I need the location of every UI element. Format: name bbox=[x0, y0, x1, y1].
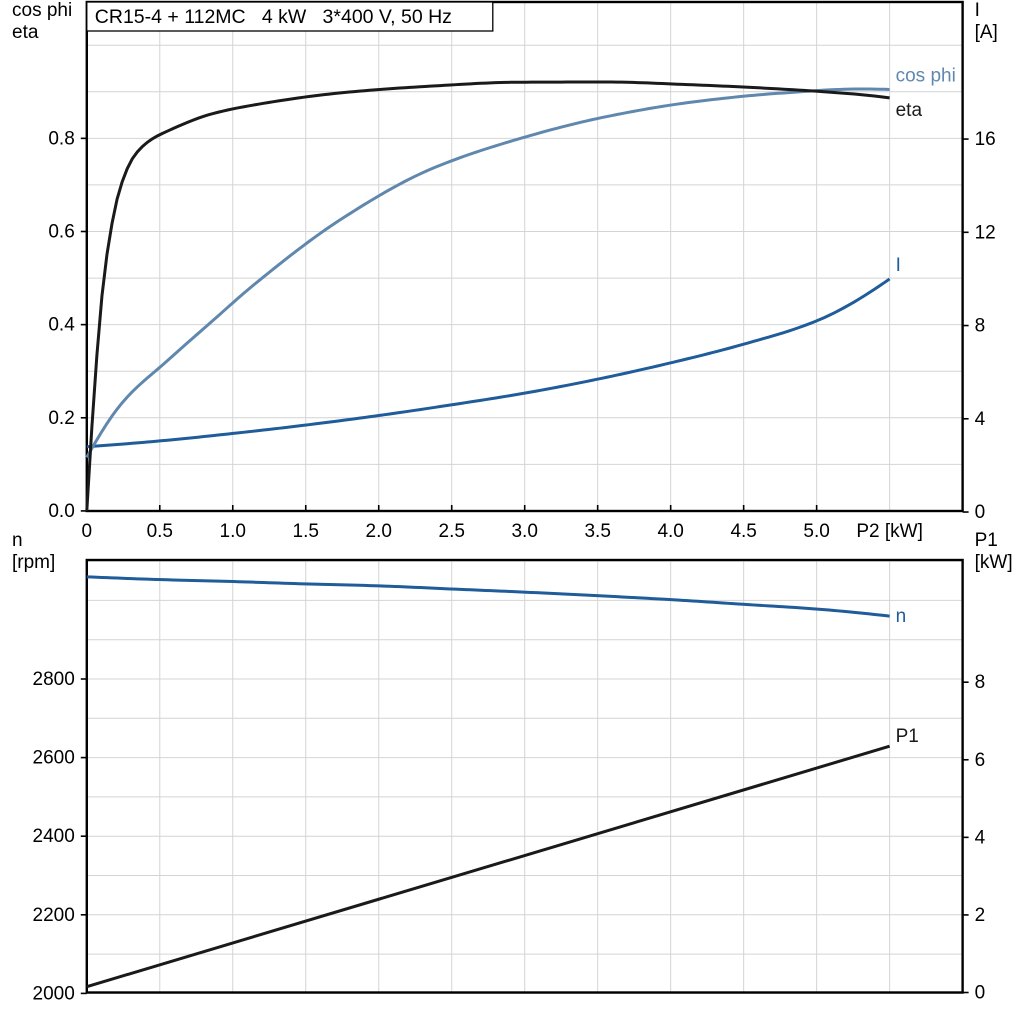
svg-text:0.6: 0.6 bbox=[48, 222, 74, 243]
svg-text:P1: P1 bbox=[896, 726, 919, 747]
svg-text:8: 8 bbox=[975, 672, 986, 693]
svg-text:0.2: 0.2 bbox=[48, 408, 74, 429]
svg-text:1.0: 1.0 bbox=[220, 521, 246, 542]
svg-text:0: 0 bbox=[975, 502, 986, 523]
svg-text:2600: 2600 bbox=[33, 748, 75, 769]
svg-text:3.0: 3.0 bbox=[511, 521, 537, 542]
svg-text:4: 4 bbox=[975, 827, 986, 848]
svg-text:n: n bbox=[896, 606, 907, 627]
svg-text:8: 8 bbox=[975, 316, 986, 337]
svg-text:n: n bbox=[12, 530, 23, 551]
svg-text:5.0: 5.0 bbox=[803, 521, 829, 542]
svg-text:2200: 2200 bbox=[33, 905, 75, 926]
svg-text:eta: eta bbox=[896, 100, 923, 121]
svg-text:2.5: 2.5 bbox=[439, 521, 465, 542]
svg-text:1.5: 1.5 bbox=[293, 521, 319, 542]
svg-text:2800: 2800 bbox=[33, 669, 75, 690]
svg-text:2: 2 bbox=[975, 905, 986, 926]
svg-text:16: 16 bbox=[975, 129, 996, 150]
svg-text:0: 0 bbox=[82, 521, 93, 542]
svg-text:CR15-4 + 112MC 4 kW 3*400: CR15-4 + 112MC 4 kW 3*400 V, 50 Hz bbox=[95, 6, 452, 28]
svg-text:eta: eta bbox=[12, 22, 39, 43]
svg-text:2000: 2000 bbox=[33, 983, 75, 1004]
svg-text:0.4: 0.4 bbox=[48, 315, 75, 336]
svg-text:I: I bbox=[896, 255, 901, 276]
svg-text:4.5: 4.5 bbox=[730, 521, 756, 542]
svg-text:6: 6 bbox=[975, 750, 986, 771]
svg-text:3.5: 3.5 bbox=[584, 521, 610, 542]
svg-text:cos phi: cos phi bbox=[12, 0, 72, 21]
svg-text:I: I bbox=[975, 0, 980, 21]
svg-text:[kW]: [kW] bbox=[975, 552, 1013, 573]
svg-text:[rpm]: [rpm] bbox=[12, 552, 55, 573]
svg-text:P1: P1 bbox=[975, 530, 998, 551]
svg-text:0.0: 0.0 bbox=[48, 501, 74, 522]
svg-text:cos phi: cos phi bbox=[896, 65, 956, 86]
svg-text:2.0: 2.0 bbox=[366, 521, 392, 542]
svg-text:0: 0 bbox=[975, 983, 986, 1004]
svg-text:[A]: [A] bbox=[975, 22, 998, 43]
svg-text:4: 4 bbox=[975, 409, 986, 430]
svg-text:2400: 2400 bbox=[33, 826, 75, 847]
svg-text:0.8: 0.8 bbox=[48, 128, 74, 149]
svg-text:P2 [kW]: P2 [kW] bbox=[856, 521, 923, 542]
svg-text:0.5: 0.5 bbox=[147, 521, 173, 542]
svg-text:4.0: 4.0 bbox=[657, 521, 683, 542]
svg-text:12: 12 bbox=[975, 222, 996, 243]
